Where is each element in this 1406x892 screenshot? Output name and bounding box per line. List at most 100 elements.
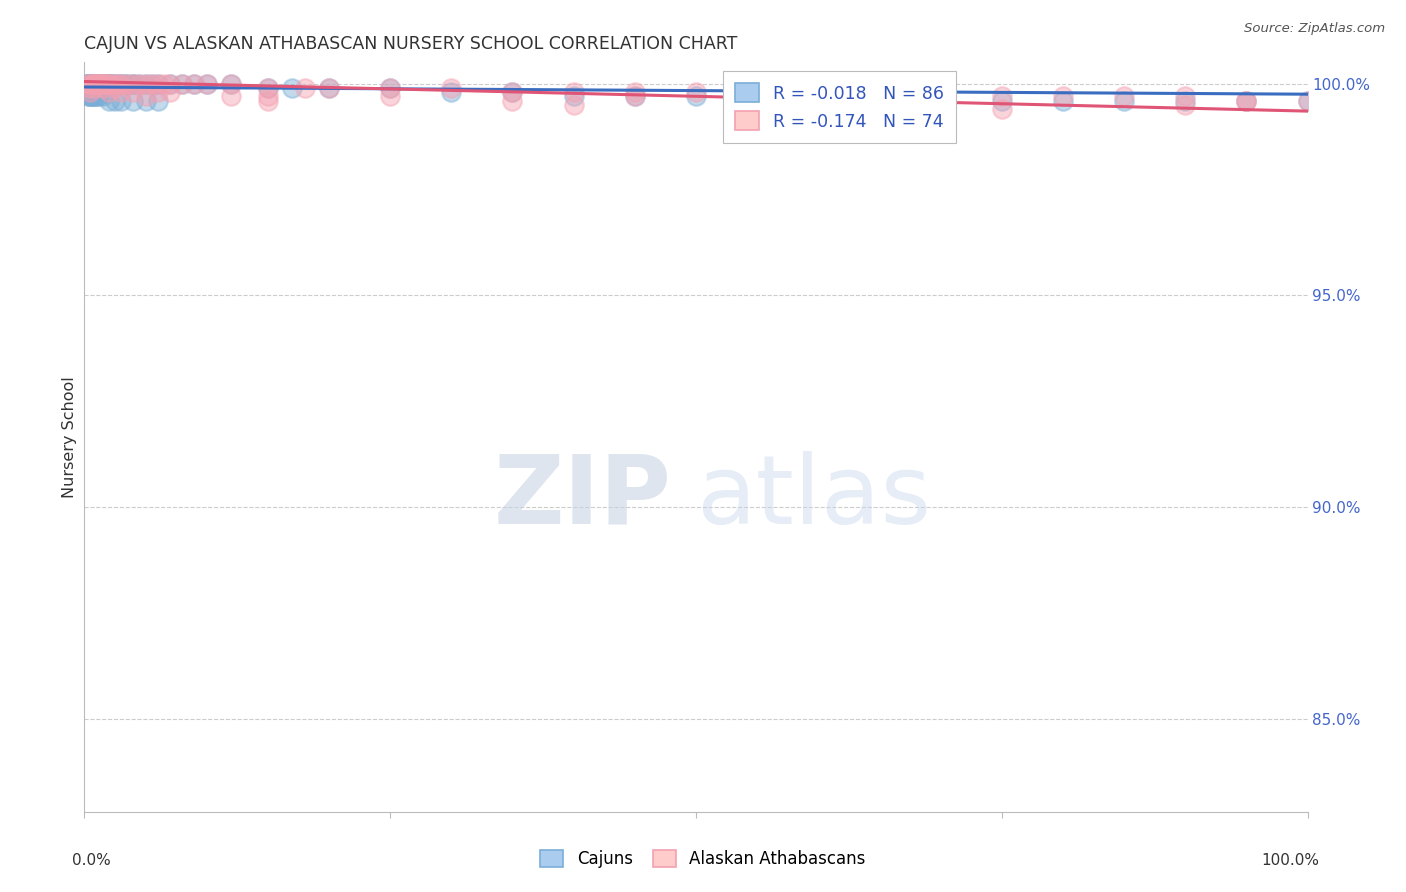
Point [86, 89, 108, 103]
Point [110, 77, 132, 91]
Point [89, 77, 111, 91]
Point [97, 77, 120, 91]
Point [502, 85, 524, 99]
Point [502, 94, 524, 108]
Point [83, 77, 105, 91]
Point [1236, 94, 1258, 108]
Point [87, 77, 110, 91]
Point [135, 94, 157, 108]
Point [87, 89, 110, 103]
Point [83, 80, 105, 95]
Point [80, 77, 103, 91]
Y-axis label: Nursery School: Nursery School [62, 376, 77, 498]
Point [83, 89, 105, 103]
Point [318, 80, 340, 95]
Point [94, 77, 117, 91]
Point [1114, 89, 1136, 103]
Point [110, 94, 132, 108]
Point [87, 77, 110, 91]
Point [86, 77, 108, 91]
Point [76, 85, 98, 99]
Point [100, 77, 122, 91]
Point [105, 77, 128, 91]
Point [122, 77, 145, 91]
Point [257, 80, 280, 95]
Point [82, 77, 104, 91]
Point [84, 77, 107, 91]
Point [97, 94, 120, 108]
Point [991, 89, 1014, 103]
Point [807, 94, 830, 108]
Point [77, 77, 100, 91]
Point [83, 77, 105, 91]
Point [257, 89, 280, 103]
Point [110, 85, 132, 99]
Point [1052, 94, 1074, 108]
Point [79, 77, 101, 91]
Point [159, 77, 181, 91]
Text: ZIP: ZIP [494, 450, 672, 543]
Point [104, 77, 127, 91]
Point [77, 77, 100, 91]
Point [440, 80, 463, 95]
Point [219, 77, 242, 91]
Point [257, 94, 280, 108]
Point [114, 77, 136, 91]
Point [84, 77, 107, 91]
Point [141, 77, 163, 91]
Point [195, 77, 218, 91]
Point [1296, 94, 1319, 108]
Point [219, 77, 242, 91]
Point [159, 85, 181, 99]
Point [91, 80, 114, 95]
Point [502, 85, 524, 99]
Point [991, 94, 1014, 108]
Point [77, 89, 100, 103]
Point [104, 80, 127, 95]
Point [146, 77, 169, 91]
Point [97, 77, 120, 91]
Point [76, 77, 98, 91]
Point [146, 77, 169, 91]
Point [79, 77, 101, 91]
Text: CAJUN VS ALASKAN ATHABASCAN NURSERY SCHOOL CORRELATION CHART: CAJUN VS ALASKAN ATHABASCAN NURSERY SCHO… [84, 35, 738, 53]
Point [929, 89, 952, 103]
Point [318, 80, 340, 95]
Point [135, 77, 157, 91]
Point [79, 77, 101, 91]
Point [79, 89, 101, 103]
Point [96, 77, 118, 91]
Point [1052, 89, 1074, 103]
Point [991, 102, 1014, 116]
Point [141, 77, 163, 91]
Point [97, 77, 120, 91]
Point [80, 77, 103, 91]
Point [87, 77, 110, 91]
Point [685, 89, 707, 103]
Point [115, 77, 138, 91]
Point [84, 89, 107, 103]
Point [84, 77, 107, 91]
Point [1174, 94, 1197, 108]
Point [122, 85, 145, 99]
Point [80, 77, 103, 91]
Point [77, 80, 100, 95]
Point [94, 77, 117, 91]
Point [219, 89, 242, 103]
Point [101, 77, 124, 91]
Legend: R = -0.018   N = 86, R = -0.174   N = 74: R = -0.018 N = 86, R = -0.174 N = 74 [723, 71, 956, 143]
Point [440, 85, 463, 99]
Point [93, 77, 115, 91]
Point [104, 77, 127, 91]
Point [86, 77, 108, 91]
Point [624, 85, 647, 99]
Legend: Cajuns, Alaskan Athabascans: Cajuns, Alaskan Athabascans [533, 843, 873, 875]
Point [93, 77, 115, 91]
Point [80, 77, 103, 91]
Point [82, 77, 104, 91]
Point [79, 85, 101, 99]
Point [91, 77, 114, 91]
Point [624, 89, 647, 103]
Point [115, 77, 138, 91]
Point [104, 94, 127, 108]
